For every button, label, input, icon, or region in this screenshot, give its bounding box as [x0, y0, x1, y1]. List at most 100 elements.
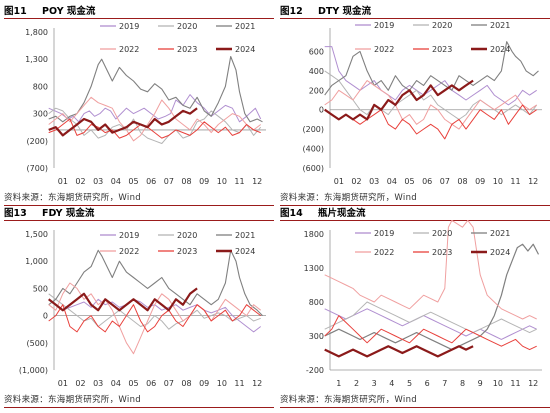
x-tick-label: 8 — [460, 379, 465, 388]
x-tick-label: 01 — [58, 177, 68, 186]
y-tick-label: 500 — [33, 284, 48, 293]
x-tick-label: 02 — [351, 177, 361, 186]
legend-label: 2021 — [490, 21, 510, 30]
series-line-2022 — [324, 220, 537, 320]
series-line-2021 — [324, 243, 540, 351]
series-line-2023 — [324, 315, 537, 351]
y-tick-label: 300 — [309, 332, 324, 341]
y-tick-label: 1300 — [304, 264, 324, 273]
x-tick-label: 04 — [111, 379, 121, 388]
x-tick-label: 1 — [336, 379, 341, 388]
legend-label: 2020 — [177, 231, 197, 240]
x-tick-label: 9 — [478, 379, 483, 388]
x-tick-label: 04 — [387, 177, 397, 186]
y-tick-label: (700) — [26, 164, 48, 173]
y-tick-label: 1,800 — [25, 28, 48, 37]
legend-label: 2020 — [177, 22, 197, 31]
y-tick-label: (400) — [302, 145, 324, 154]
series-line-2020 — [324, 70, 538, 120]
y-tick-label: 400 — [309, 67, 324, 76]
fdy-cashflow-chart: 1,500 1,000 500 0 (500) (1,000) 01 02 03 04 05 06 07… — [19, 230, 266, 388]
legend-label: 2020 — [432, 21, 452, 30]
x-tick-label: 10 — [493, 177, 503, 186]
x-tick-label: 12 — [528, 177, 538, 186]
x-tick-label: 10 — [493, 379, 503, 388]
legend-label: 2019 — [119, 22, 139, 31]
figure-number: 图12 — [280, 6, 303, 17]
x-tick-label: 08 — [181, 379, 191, 388]
x-tick-label: 2 — [354, 379, 359, 388]
panel-title-bar: 图12 DTY 现金流 — [280, 2, 550, 19]
legend-label: 2024 — [490, 248, 510, 257]
x-tick-label: 04 — [111, 177, 121, 186]
y-tick-label: 0 — [319, 106, 324, 115]
x-tick-label: 6 — [425, 379, 430, 388]
y-tick-label: 200 — [309, 86, 324, 95]
legend-label: 2019 — [119, 231, 139, 240]
series-line-2020 — [324, 301, 537, 334]
y-tick-label: 1800 — [304, 230, 324, 239]
legend-label: 2022 — [119, 247, 139, 256]
chart-panel-dty: 图12 DTY 现金流 600 400 200 0 (200) (400) (600) 01 0… — [280, 2, 550, 208]
chart-panel-bottle-chip: 图14 瓶片现金流 1800 1300 800 300 -200 1 2 3 4 5 6 7 8 9 10 1… — [280, 204, 550, 410]
panel-title-bar: 图13 FDY 现金流 — [4, 204, 274, 221]
x-tick-label: 01 — [334, 177, 344, 186]
y-tick-label: 300 — [33, 110, 48, 119]
source-note: 资料来源：东海期货研究所，Wind — [280, 191, 550, 206]
y-tick-label: 600 — [309, 47, 324, 56]
x-tick-label: 7 — [442, 379, 447, 388]
x-tick-label: 5 — [407, 379, 412, 388]
x-tick-label: 05 — [128, 177, 138, 186]
chart-title: 瓶片现金流 — [318, 208, 366, 219]
x-tick-label: 02 — [75, 379, 85, 388]
chart-title: POY 现金流 — [42, 6, 96, 17]
figure-number: 图11 — [4, 6, 27, 17]
x-tick-label: 07 — [164, 379, 174, 388]
x-tick-label: 11 — [510, 177, 520, 186]
legend-label: 2023 — [177, 247, 197, 256]
x-tick-label: 06 — [146, 177, 156, 186]
source-note: 资料来源：东海期货研究所，Wind — [280, 393, 550, 408]
y-tick-label: 1,300 — [25, 55, 48, 64]
series-line-2024 — [48, 107, 198, 137]
chart-panel-poy: 图11 POY 现金流 1,800 1,300 800 300 (200) (700) 01… — [4, 2, 274, 208]
y-tick-label: 800 — [309, 298, 324, 307]
x-tick-label: 4 — [389, 379, 394, 388]
x-tick-label: 03 — [369, 177, 379, 186]
x-tick-label: 09 — [199, 177, 209, 186]
panel-title-bar: 图14 瓶片现金流 — [280, 204, 550, 221]
figure-number: 图13 — [4, 208, 27, 219]
y-tick-label: 0 — [43, 312, 48, 321]
y-tick-label: (1,000) — [19, 366, 48, 375]
y-tick-label: (200) — [302, 125, 324, 134]
y-tick-label: 1,000 — [25, 257, 48, 266]
series-line-2023 — [324, 104, 537, 140]
series-line-2022 — [48, 96, 262, 142]
source-note: 资料来源：东海期货研究所，Wind — [4, 191, 274, 206]
legend-label: 2019 — [374, 229, 394, 238]
series-line-2024 — [48, 287, 198, 312]
x-tick-label: 09 — [199, 379, 209, 388]
y-tick-label: (200) — [26, 137, 48, 146]
series-line-2021 — [48, 249, 263, 316]
x-tick-label: 3 — [372, 379, 377, 388]
series-line-2021 — [324, 41, 539, 96]
x-tick-label: 12 — [528, 379, 538, 388]
series-line-2019 — [324, 308, 537, 340]
source-note: 资料来源：东海期货研究所，Wind — [4, 393, 274, 408]
legend-label: 2024 — [235, 247, 255, 256]
legend-label: 2019 — [374, 21, 394, 30]
x-tick-label: 05 — [404, 177, 414, 186]
legend-label: 2024 — [490, 45, 510, 54]
x-tick-label: 08 — [181, 177, 191, 186]
x-tick-label: 12 — [252, 177, 262, 186]
x-tick-label: 06 — [146, 379, 156, 388]
x-tick-label: 06 — [422, 177, 432, 186]
series-line-2021 — [48, 55, 263, 123]
y-tick-label: 800 — [33, 82, 48, 91]
series-line-2023 — [48, 304, 262, 333]
legend-label: 2020 — [432, 229, 452, 238]
x-tick-label: 12 — [252, 379, 262, 388]
figure-number: 图14 — [280, 208, 303, 219]
